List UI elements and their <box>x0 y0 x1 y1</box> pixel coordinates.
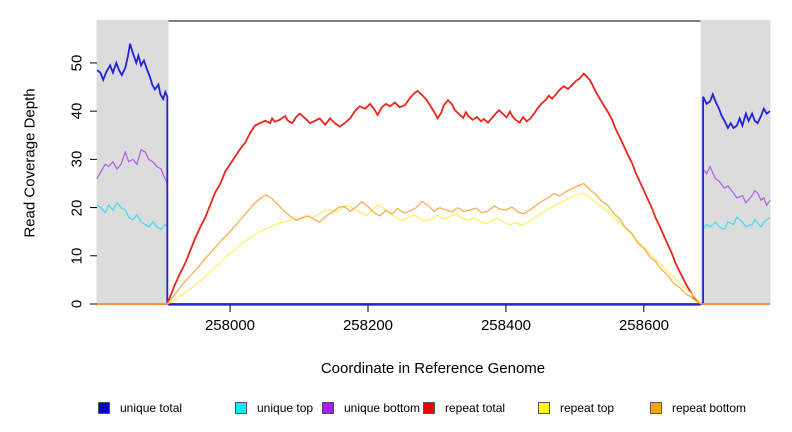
x-tick-label: 258600 <box>618 317 670 334</box>
legend-item-repeat-bottom: repeat bottom <box>650 401 746 415</box>
x-tick-label: 258000 <box>204 317 256 334</box>
y-tick-label: 30 <box>68 150 86 168</box>
legend-item-unique-bottom: unique bottom <box>322 401 420 415</box>
legend-label: unique top <box>257 401 314 415</box>
legend-item-unique-total: unique total <box>98 401 182 415</box>
y-axis-title: Read Coverage Depth <box>21 88 39 238</box>
legend-swatch-unique-total <box>98 402 110 414</box>
series-repeat-bottom <box>97 182 770 305</box>
y-tick-label: 0 <box>68 299 86 309</box>
legend-swatch-repeat-top <box>538 402 550 414</box>
y-tick-label: 50 <box>68 54 86 72</box>
legend-item-repeat-total: repeat total <box>423 401 505 415</box>
legend-swatch-unique-bottom <box>322 402 334 414</box>
legend-item-unique-top: unique top <box>235 401 313 415</box>
y-tick-label: 10 <box>68 247 86 265</box>
series-unique-total <box>96 43 771 305</box>
legend-label: repeat total <box>445 401 506 415</box>
y-tick-label: 20 <box>68 199 86 217</box>
legend-swatch-repeat-total <box>423 402 435 414</box>
plot-box <box>96 20 771 306</box>
shaded-region <box>96 20 169 306</box>
legend-label: repeat top <box>560 401 615 415</box>
series-unique-bottom <box>96 148 771 305</box>
x-axis-title: Coordinate in Reference Genome <box>320 360 546 377</box>
legend-label: repeat bottom <box>672 401 747 415</box>
legend-label: unique total <box>120 401 183 415</box>
series-repeat-total <box>97 72 770 305</box>
x-tick-label: 258400 <box>480 317 532 334</box>
shaded-region <box>700 20 771 306</box>
x-tick-label: 258200 <box>342 317 394 334</box>
legend-swatch-unique-top <box>235 402 247 414</box>
y-tick-label: 40 <box>68 102 86 120</box>
legend-swatch-repeat-bottom <box>650 402 662 414</box>
legend-label: unique bottom <box>344 401 421 415</box>
legend-item-repeat-top: repeat top <box>538 401 614 415</box>
